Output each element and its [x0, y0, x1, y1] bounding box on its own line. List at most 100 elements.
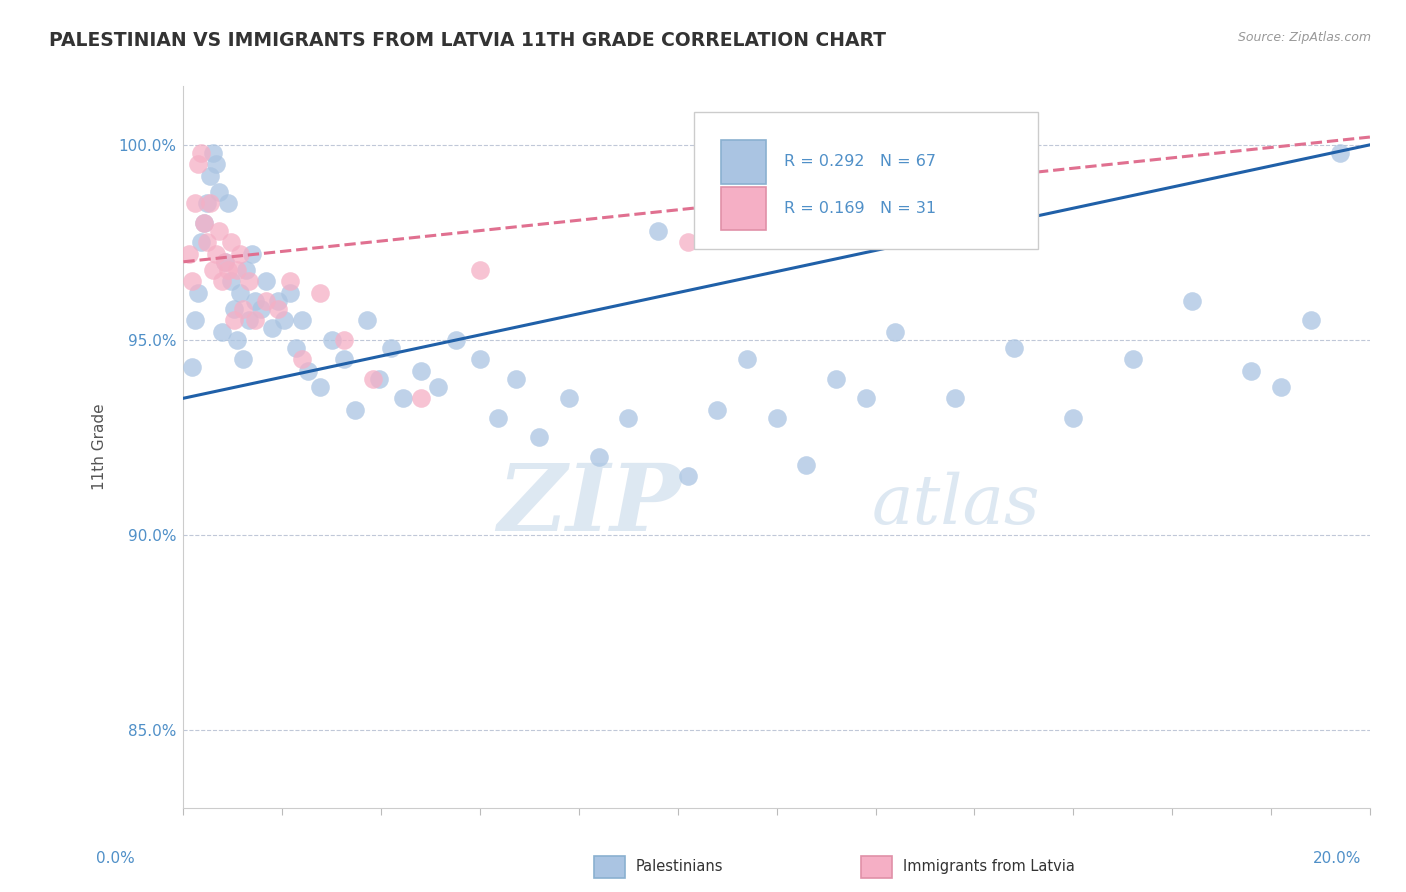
Bar: [721, 187, 766, 230]
Text: PALESTINIAN VS IMMIGRANTS FROM LATVIA 11TH GRADE CORRELATION CHART: PALESTINIAN VS IMMIGRANTS FROM LATVIA 11…: [49, 31, 886, 50]
Point: [735, 352, 758, 367]
Point: [332, 333, 354, 347]
Text: ZIP: ZIP: [498, 459, 682, 549]
Point: [765, 410, 787, 425]
Point: [361, 372, 384, 386]
Point: [529, 430, 551, 444]
Point: [1181, 293, 1204, 308]
Point: [205, 247, 228, 261]
Point: [332, 352, 354, 367]
Point: [198, 196, 221, 211]
Text: Source: ZipAtlas.com: Source: ZipAtlas.com: [1237, 31, 1371, 45]
Point: [505, 372, 527, 386]
Point: [380, 341, 402, 355]
Point: [249, 301, 271, 316]
Y-axis label: 11th Grade: 11th Grade: [93, 404, 107, 491]
Point: [278, 274, 301, 288]
Point: [321, 333, 343, 347]
Point: [558, 391, 581, 405]
Point: [214, 254, 236, 268]
Point: [427, 379, 450, 393]
Point: [588, 450, 610, 464]
Point: [181, 274, 204, 288]
Point: [229, 247, 252, 261]
Point: [1240, 364, 1263, 378]
Point: [409, 364, 432, 378]
FancyBboxPatch shape: [693, 112, 1038, 249]
Point: [267, 293, 290, 308]
Point: [181, 360, 204, 375]
Point: [202, 262, 225, 277]
Point: [285, 341, 308, 355]
Point: [222, 313, 245, 327]
Point: [232, 352, 254, 367]
Point: [262, 321, 284, 335]
Text: R = 0.292   N = 67: R = 0.292 N = 67: [783, 154, 936, 169]
Point: [219, 274, 242, 288]
Point: [232, 301, 254, 316]
Point: [225, 333, 247, 347]
Point: [344, 403, 367, 417]
Point: [202, 145, 225, 160]
Point: [308, 379, 330, 393]
Point: [229, 285, 252, 300]
Point: [392, 391, 415, 405]
Point: [884, 325, 907, 339]
Point: [219, 235, 242, 250]
Point: [297, 364, 319, 378]
Point: [222, 301, 245, 316]
Point: [184, 313, 207, 327]
Point: [217, 196, 239, 211]
Point: [794, 458, 817, 472]
Point: [243, 313, 266, 327]
Point: [243, 293, 266, 308]
Point: [409, 391, 432, 405]
Bar: [721, 140, 766, 184]
Point: [211, 325, 233, 339]
Point: [1122, 352, 1144, 367]
Point: [278, 285, 301, 300]
Point: [184, 196, 207, 211]
Point: [308, 285, 330, 300]
Point: [205, 157, 228, 171]
Point: [291, 313, 314, 327]
Point: [617, 410, 640, 425]
Point: [217, 262, 239, 277]
Point: [225, 262, 247, 277]
Point: [256, 293, 278, 308]
Text: atlas: atlas: [872, 471, 1040, 538]
Text: 20.0%: 20.0%: [1313, 851, 1361, 865]
Text: R = 0.169   N = 31: R = 0.169 N = 31: [783, 202, 936, 216]
Point: [240, 247, 263, 261]
Point: [1329, 145, 1351, 160]
Point: [238, 274, 260, 288]
Point: [208, 185, 231, 199]
Point: [187, 285, 209, 300]
Point: [256, 274, 278, 288]
Point: [214, 254, 236, 268]
Text: 0.0%: 0.0%: [96, 851, 135, 865]
Point: [190, 235, 212, 250]
Text: Immigrants from Latvia: Immigrants from Latvia: [903, 859, 1076, 873]
Point: [273, 313, 295, 327]
Point: [179, 247, 201, 261]
Point: [368, 372, 391, 386]
Text: Palestinians: Palestinians: [636, 859, 724, 873]
Point: [208, 224, 231, 238]
Point: [235, 262, 257, 277]
Point: [193, 216, 215, 230]
Point: [647, 224, 669, 238]
Point: [676, 235, 699, 250]
Point: [1062, 410, 1084, 425]
Point: [855, 391, 877, 405]
Point: [1270, 379, 1292, 393]
Point: [446, 333, 468, 347]
Point: [195, 235, 218, 250]
Point: [187, 157, 209, 171]
Point: [468, 352, 491, 367]
Point: [1002, 341, 1025, 355]
Point: [1299, 313, 1322, 327]
Point: [267, 301, 290, 316]
Point: [943, 391, 966, 405]
Point: [676, 469, 699, 483]
